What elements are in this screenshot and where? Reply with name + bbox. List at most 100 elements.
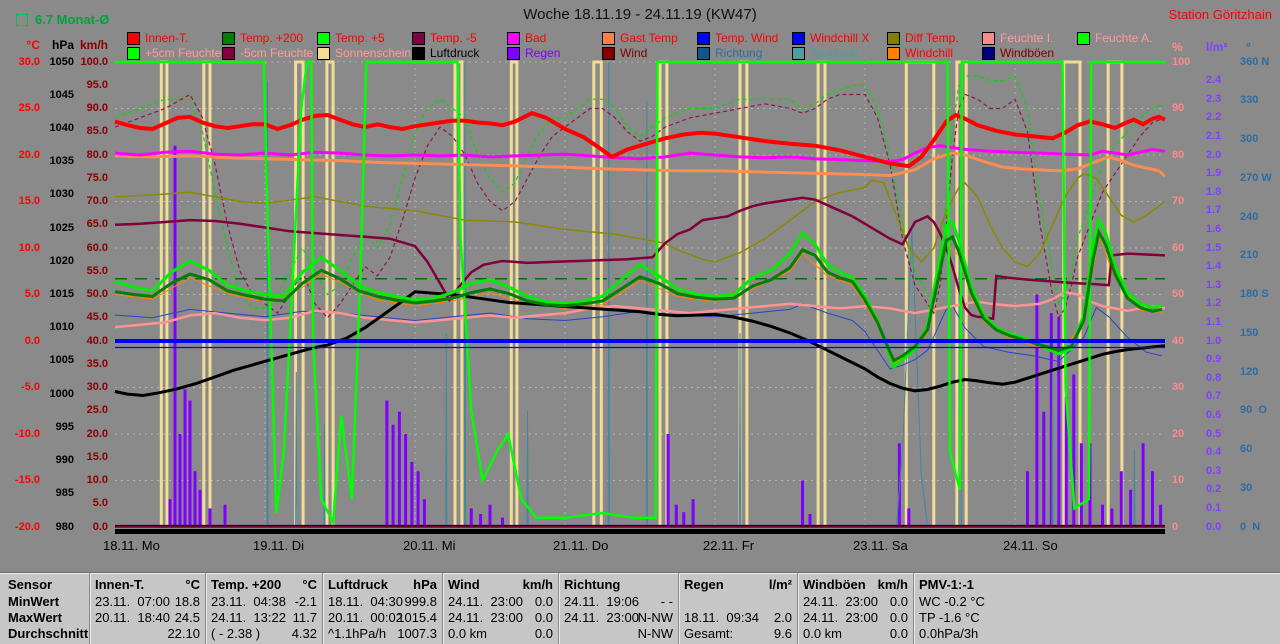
table-separator (797, 573, 799, 644)
tick-pct: 30 (1172, 381, 1185, 393)
table-cell: 18.11. 09:34 (684, 610, 759, 625)
tick-lm2: 2.4 (1206, 74, 1222, 87)
table-column-unit: km/h (877, 577, 908, 592)
tick-pct: 40 (1172, 334, 1185, 347)
legend-item-windchill[interactable]: Windchill (887, 47, 953, 60)
tick-deg: 270 W (1240, 171, 1272, 184)
tick-C: 15.0 (18, 195, 40, 207)
tick-pct: 70 (1172, 195, 1185, 207)
legend-swatch-icon (697, 32, 710, 45)
legend-label: Temp. +200 (240, 31, 304, 45)
legend-item-temp-200[interactable]: Temp. +200 (222, 32, 303, 45)
legend-item-temp-5[interactable]: Temp. +5 (317, 32, 385, 45)
chart-plot-area[interactable] (0, 0, 1280, 560)
tick-hPa: 1000 (49, 387, 74, 400)
tick-pct: 0 (1172, 520, 1179, 533)
tick-lm2: 1.7 (1206, 204, 1222, 217)
axis-unit-percent: % (1172, 40, 1183, 54)
rain-bar (1101, 504, 1104, 527)
legend-item-innen-t[interactable]: Innen-T. (127, 32, 188, 45)
tick-pct: 60 (1172, 241, 1185, 254)
legend-item-luftdruck[interactable]: Luftdruck (412, 47, 479, 60)
legend-swatch-icon (792, 47, 805, 60)
rain-bar (198, 489, 202, 527)
monthly-average-toggle[interactable]: 6.7 Monat-Ø (16, 12, 109, 27)
table-cell-value: 999.8 (404, 594, 437, 609)
tick-hPa: 1025 (49, 221, 74, 234)
tick-kmh: 75.0 (86, 171, 108, 184)
rain-bar (404, 434, 408, 527)
legend-item-feuchte-i[interactable]: Feuchte I. (982, 32, 1053, 45)
legend-item-gast-temp[interactable]: Gast Temp (602, 32, 678, 45)
rain-bar (666, 434, 670, 527)
rain-bar (193, 471, 197, 527)
tick-deg: 210 (1240, 249, 1259, 262)
legend-item-5cm-feuchte[interactable]: -5cm Feuchte (222, 47, 313, 60)
table-column-header: Innen-T. (95, 577, 145, 592)
sunshine-bar (294, 60, 305, 527)
tick-hPa: 990 (55, 454, 74, 467)
table-cell-value: N-NW (637, 610, 673, 625)
table-cell: 20.11. 18:40 (95, 610, 170, 625)
rain-bar (422, 499, 426, 527)
tick-deg: 330 (1240, 94, 1259, 107)
tick-kmh: 10.0 (86, 474, 108, 486)
rain-bar (397, 411, 401, 527)
legend-swatch-icon (602, 32, 615, 45)
legend-item-temp-wind[interactable]: Temp. Wind (697, 32, 778, 45)
rain-bar (385, 400, 389, 527)
legend-item-richtung[interactable]: Richtung (697, 47, 762, 60)
x-axis-day-label: 20.11. Mi (403, 538, 456, 553)
legend-item-feuchte-a[interactable]: Feuchte A. (1077, 32, 1152, 45)
table-cell: 23.11. 04:38 (211, 594, 286, 609)
rain-bar (1072, 374, 1076, 527)
table-cell: 24.11. 19:06 (564, 594, 639, 609)
legend-label: -5cm Feuchte (240, 46, 314, 60)
legend-item-5cm-feuchte[interactable]: +5cm Feuchte (127, 47, 221, 60)
table-separator (913, 573, 915, 644)
legend-item-taupunkt[interactable]: Taupunkt (792, 47, 859, 60)
legend-item-diff-temp[interactable]: Diff Temp. (887, 32, 959, 45)
legend-item-windb-en[interactable]: Windböen (982, 47, 1054, 60)
table-column-unit: hPa (413, 577, 437, 592)
rain-bar (183, 389, 187, 527)
checkbox-icon[interactable] (16, 13, 28, 26)
rain-bar (674, 504, 678, 527)
legend-swatch-icon (982, 32, 995, 45)
rain-bar (410, 461, 414, 527)
tick-hPa: 1020 (49, 254, 74, 267)
table-row-label: Sensor (8, 577, 53, 592)
x-axis-bar (115, 529, 1165, 534)
tick-pct: 90 (1172, 102, 1185, 114)
tick-hPa: 1015 (49, 288, 74, 300)
legend-label: Temp. -5 (430, 31, 477, 45)
tick-lm2: 1.5 (1206, 241, 1222, 254)
legend-item-wind[interactable]: Wind (602, 47, 647, 60)
table-cell-value: 0.0 (889, 610, 908, 625)
tick-lm2: 0.3 (1206, 464, 1222, 477)
table-cell-value: 0.0 (534, 610, 553, 625)
tick-kmh: 80.0 (86, 148, 108, 161)
legend-item-windchill-x[interactable]: Windchill X (792, 32, 869, 45)
table-cell: 23.11. 07:00 (95, 594, 170, 609)
tick-C: -5.0 (21, 381, 40, 393)
tick-lm2: 0.6 (1206, 408, 1222, 421)
tick-deg: 300 (1240, 133, 1259, 145)
table-cell: 18.11. 04:30 (328, 594, 403, 609)
tick-deg: 360 N (1240, 55, 1270, 68)
rain-bar (1129, 489, 1133, 527)
table-cell: ( - 2.38 ) (211, 626, 261, 641)
tick-C: -10.0 (14, 427, 40, 440)
legend-item-regen[interactable]: Regen (507, 47, 560, 60)
tick-deg: 30 (1240, 481, 1253, 494)
x-axis-day-label: 22.11. Fr (703, 538, 755, 553)
table-cell-value: -2.1 (294, 594, 317, 609)
legend-item-temp-5[interactable]: Temp. -5 (412, 32, 477, 45)
tick-hPa: 1045 (49, 88, 74, 101)
table-cell-value: - - (660, 594, 673, 609)
table-cell-value: 0.0 (889, 594, 908, 609)
legend-item-sonnenschein[interactable]: Sonnenschein (317, 47, 411, 60)
table-column-unit: km/h (522, 577, 553, 592)
tick-deg: 60 (1240, 443, 1253, 455)
legend-item-bad[interactable]: Bad (507, 32, 546, 45)
